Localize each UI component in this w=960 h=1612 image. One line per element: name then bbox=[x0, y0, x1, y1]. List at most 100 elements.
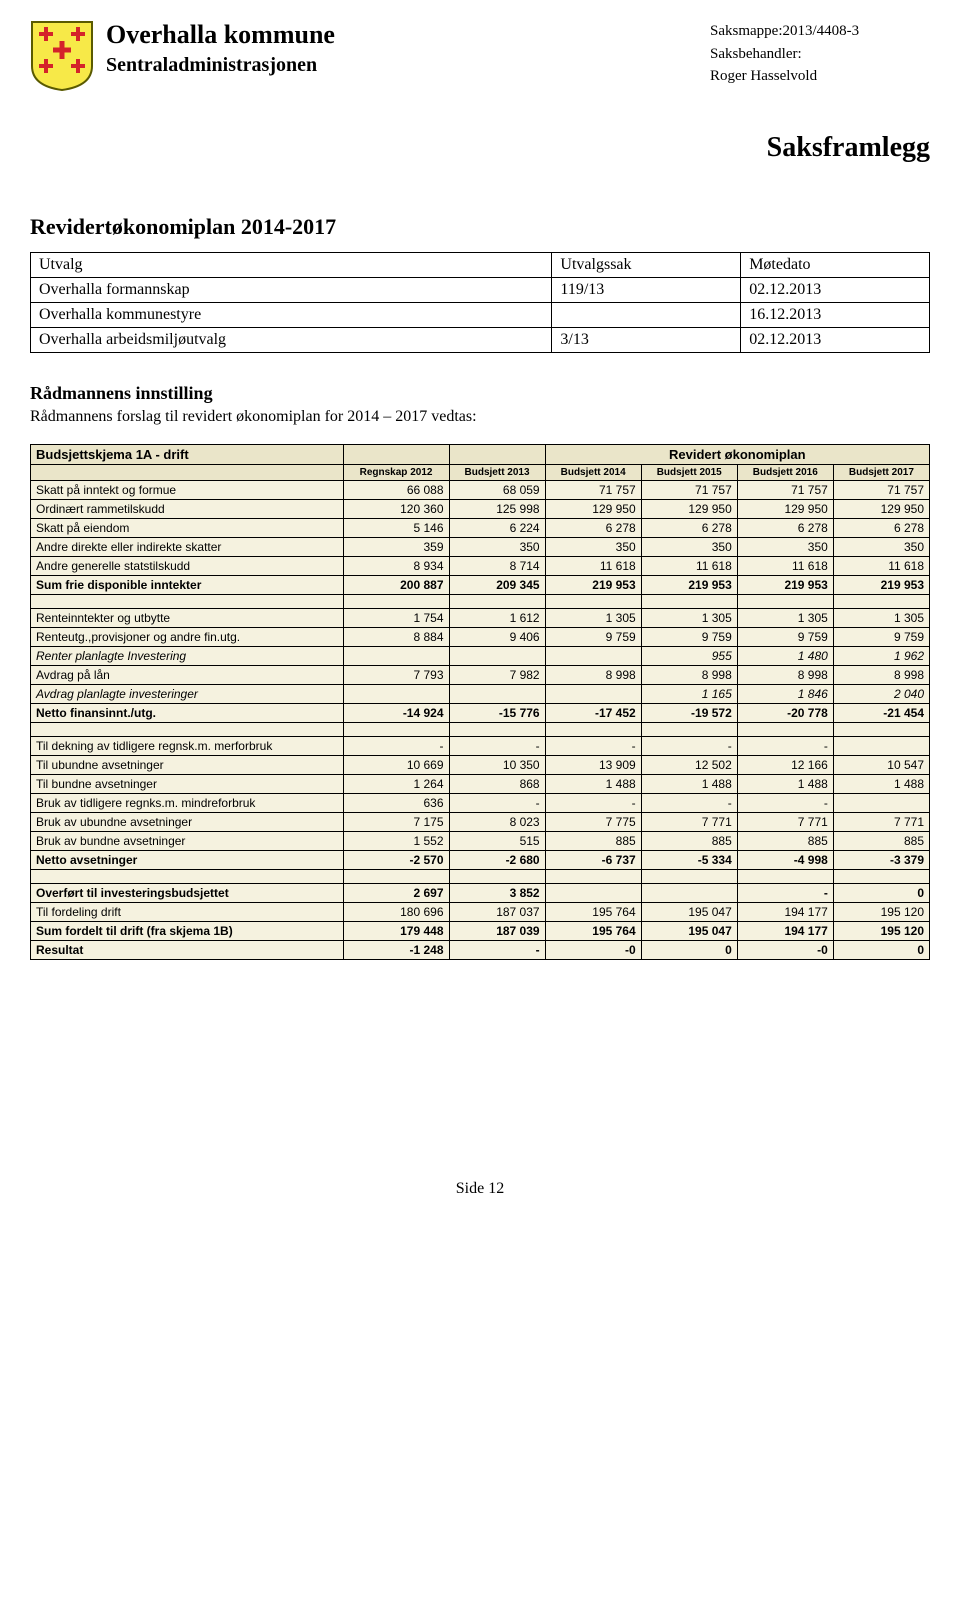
budget-cell: 219 953 bbox=[545, 576, 641, 595]
budget-cell: 9 759 bbox=[737, 628, 833, 647]
budget-row-label: Andre generelle statstilskudd bbox=[31, 557, 344, 576]
budget-cell: 194 177 bbox=[737, 903, 833, 922]
budget-title-right: Revidert økonomiplan bbox=[545, 445, 929, 465]
budget-cell: 1 612 bbox=[449, 609, 545, 628]
budget-cell: 1 305 bbox=[737, 609, 833, 628]
document-title: Revidertøkonomiplan 2014-2017 bbox=[30, 214, 930, 240]
budget-cell: 195 047 bbox=[641, 903, 737, 922]
budget-cell: 7 175 bbox=[343, 813, 449, 832]
budget-cell: - bbox=[641, 794, 737, 813]
budget-cell: 868 bbox=[449, 775, 545, 794]
org-name: Overhalla kommune bbox=[106, 20, 698, 50]
budget-row-label: Avdrag planlagte investeringer bbox=[31, 685, 344, 704]
budget-row: Bruk av bundne avsetninger1 552515885885… bbox=[31, 832, 930, 851]
budget-cell: 120 360 bbox=[343, 500, 449, 519]
meeting-col-utvalg: Utvalg bbox=[31, 253, 552, 278]
budget-row: Renteutg.,provisjoner og andre fin.utg.8… bbox=[31, 628, 930, 647]
budget-cell: 195 047 bbox=[641, 922, 737, 941]
budget-cell: - bbox=[343, 737, 449, 756]
budget-cell: - bbox=[737, 884, 833, 903]
budget-col-header: Budsjett 2014 bbox=[545, 465, 641, 481]
budget-row: Skatt på eiendom5 1466 2246 2786 2786 27… bbox=[31, 519, 930, 538]
budget-row-label: Renter planlagte Investering bbox=[31, 647, 344, 666]
budget-row: Bruk av tidligere regnks.m. mindreforbru… bbox=[31, 794, 930, 813]
budget-cell: -0 bbox=[737, 941, 833, 960]
budget-cell: 8 023 bbox=[449, 813, 545, 832]
budget-cell: 71 757 bbox=[737, 481, 833, 500]
budget-row-label: Til fordeling drift bbox=[31, 903, 344, 922]
budget-cell: -5 334 bbox=[641, 851, 737, 870]
budget-cell: 7 771 bbox=[641, 813, 737, 832]
budget-cell: 71 757 bbox=[641, 481, 737, 500]
budget-cell: 195 120 bbox=[833, 922, 929, 941]
budget-cell: 7 793 bbox=[343, 666, 449, 685]
budget-cell: 636 bbox=[343, 794, 449, 813]
budget-row: Ordinært rammetilskudd120 360125 998129 … bbox=[31, 500, 930, 519]
budget-row-label: Resultat bbox=[31, 941, 344, 960]
budget-title-row: Budsjettskjema 1A - drift Revidert økonom… bbox=[31, 445, 930, 465]
budget-cell bbox=[449, 685, 545, 704]
meeting-row: Overhalla kommunestyre 16.12.2013 bbox=[31, 303, 930, 328]
budget-cell: 350 bbox=[545, 538, 641, 557]
budget-cell: - bbox=[737, 737, 833, 756]
dept-name: Sentraladministrasjonen bbox=[106, 54, 698, 77]
budget-cell: -19 572 bbox=[641, 704, 737, 723]
case-value: 2013/4408-3 bbox=[783, 23, 860, 39]
budget-row-label: Sum frie disponible inntekter bbox=[31, 576, 344, 595]
budget-row: Renter planlagte Investering9551 4801 96… bbox=[31, 647, 930, 666]
meeting-col-utvalgssak: Utvalgssak bbox=[552, 253, 741, 278]
budget-row: Resultat-1 248--00-00 bbox=[31, 941, 930, 960]
budget-cell: 10 547 bbox=[833, 756, 929, 775]
budget-cell: 11 618 bbox=[833, 557, 929, 576]
budget-spacer-row bbox=[31, 870, 930, 884]
budget-cell: -4 998 bbox=[737, 851, 833, 870]
budget-cell: -21 454 bbox=[833, 704, 929, 723]
budget-row-label: Netto finansinnt./utg. bbox=[31, 704, 344, 723]
budget-cell: 71 757 bbox=[833, 481, 929, 500]
budget-cell: 195 764 bbox=[545, 903, 641, 922]
budget-row-label: Til dekning av tidligere regnsk.m. merfo… bbox=[31, 737, 344, 756]
budget-cell bbox=[449, 647, 545, 666]
budget-cell: 10 669 bbox=[343, 756, 449, 775]
budget-col-header: Budsjett 2015 bbox=[641, 465, 737, 481]
budget-cell: 1 305 bbox=[833, 609, 929, 628]
innstilling-text: Rådmannens forslag til revidert økonomip… bbox=[30, 408, 930, 426]
budget-cell: 9 406 bbox=[449, 628, 545, 647]
budget-col-header: Budsjett 2013 bbox=[449, 465, 545, 481]
budget-row: Til ubundne avsetninger10 66910 35013 90… bbox=[31, 756, 930, 775]
budget-cell: 8 884 bbox=[343, 628, 449, 647]
budget-cell: 1 488 bbox=[833, 775, 929, 794]
budget-cell: 11 618 bbox=[737, 557, 833, 576]
budget-cell bbox=[545, 647, 641, 666]
budget-cell: 129 950 bbox=[737, 500, 833, 519]
budget-cell: 350 bbox=[641, 538, 737, 557]
budget-cell: 359 bbox=[343, 538, 449, 557]
budget-row-label: Renteutg.,provisjoner og andre fin.utg. bbox=[31, 628, 344, 647]
budget-cell: 129 950 bbox=[641, 500, 737, 519]
budget-cell: 200 887 bbox=[343, 576, 449, 595]
budget-row-label: Til ubundne avsetninger bbox=[31, 756, 344, 775]
budget-row: Netto finansinnt./utg.-14 924-15 776-17 … bbox=[31, 704, 930, 723]
budget-title-left: Budsjettskjema 1A - drift bbox=[31, 445, 344, 465]
budget-cell: 12 502 bbox=[641, 756, 737, 775]
budget-cell: 195 120 bbox=[833, 903, 929, 922]
budget-cell: 219 953 bbox=[641, 576, 737, 595]
budget-cell: -20 778 bbox=[737, 704, 833, 723]
budget-row: Avdrag planlagte investeringer1 1651 846… bbox=[31, 685, 930, 704]
budget-cell: 125 998 bbox=[449, 500, 545, 519]
budget-cell: 8 998 bbox=[737, 666, 833, 685]
budget-cell: -0 bbox=[545, 941, 641, 960]
budget-row: Bruk av ubundne avsetninger7 1758 0237 7… bbox=[31, 813, 930, 832]
budget-cell: 71 757 bbox=[545, 481, 641, 500]
budget-table: Budsjettskjema 1A - drift Revidert økonom… bbox=[30, 444, 930, 960]
budget-cell: 187 039 bbox=[449, 922, 545, 941]
budget-cell: 1 165 bbox=[641, 685, 737, 704]
budget-spacer-row bbox=[31, 595, 930, 609]
budget-cell: 1 488 bbox=[545, 775, 641, 794]
budget-row: Renteinntekter og utbytte1 7541 6121 305… bbox=[31, 609, 930, 628]
budget-row: Andre direkte eller indirekte skatter359… bbox=[31, 538, 930, 557]
budget-cell: 2 040 bbox=[833, 685, 929, 704]
budget-row: Overført til investeringsbudsjettet2 697… bbox=[31, 884, 930, 903]
budget-cell: - bbox=[449, 794, 545, 813]
budget-cell: 6 278 bbox=[641, 519, 737, 538]
